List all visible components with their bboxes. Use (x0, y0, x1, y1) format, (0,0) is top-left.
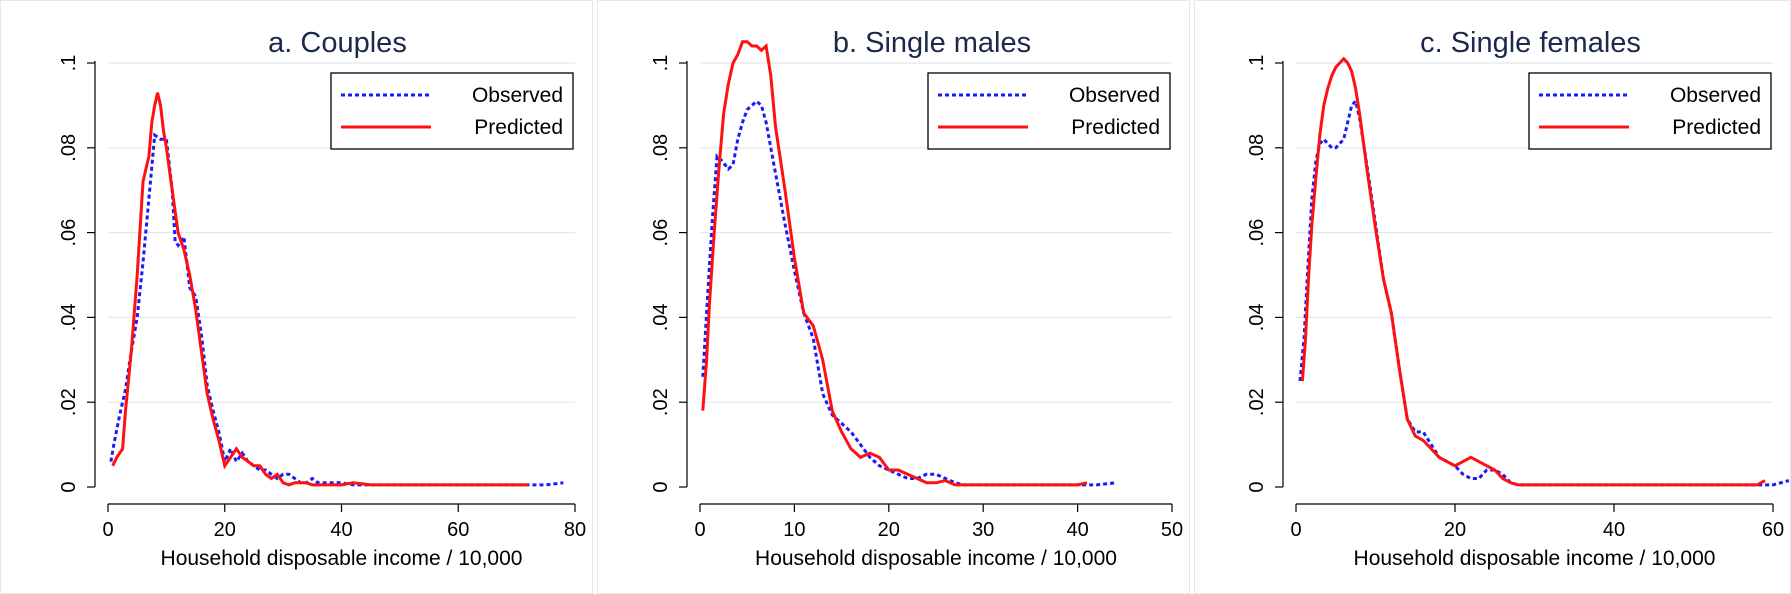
x-axis-title: Household disposable income / 10,000 (1354, 547, 1716, 570)
y-tick-label: .1 (58, 55, 80, 72)
legend-label-observed: Observed (472, 84, 563, 107)
legend-label-predicted: Predicted (474, 116, 563, 139)
legend: Observed Predicted (330, 72, 574, 150)
y-tick-label: .1 (1246, 55, 1268, 72)
y-tick-label: .02 (1246, 388, 1268, 416)
x-tick-label: 0 (102, 519, 113, 541)
chart-panel-single-females: 0 .02 .04 .06 .08 .1 0 20 40 60 Household disposab… (1194, 0, 1791, 594)
x-tick-label: 80 (564, 519, 586, 541)
legend-box (330, 72, 574, 150)
x-tick-label: 20 (1444, 519, 1466, 541)
y-tick-label: .08 (1246, 134, 1268, 162)
chart-panel-single-males: 0 .02 .04 .06 .08 .1 0 10 20 30 40 50 Household disp… (597, 0, 1190, 594)
y-tick-label: 0 (58, 481, 80, 492)
x-tick-label: 30 (972, 519, 994, 541)
y-tick-label: 0 (1246, 481, 1268, 492)
legend-label-predicted: Predicted (1071, 116, 1160, 139)
legend: Observed Predicted (927, 72, 1171, 150)
panel-title: b. Single males (833, 27, 1031, 59)
y-tick-label: .06 (1246, 219, 1268, 247)
y-tick-label: .08 (58, 134, 80, 162)
y-tick-label: .04 (650, 303, 672, 331)
legend-box (1528, 72, 1772, 150)
panel-title: c. Single females (1420, 27, 1641, 59)
chart-panel-couples: 0 .02 .04 .06 .08 .1 0 20 40 60 80 Household dispos… (0, 0, 593, 594)
x-tick-label: 40 (1066, 519, 1088, 541)
y-tick-label: .02 (58, 388, 80, 416)
x-tick-label: 40 (330, 519, 352, 541)
legend: Observed Predicted (1528, 72, 1772, 150)
series-line-observed (701, 99, 1116, 487)
series-line-predicted (701, 40, 1088, 487)
x-axis-title: Household disposable income / 10,000 (755, 547, 1117, 570)
x-tick-label: 10 (783, 519, 805, 541)
x-tick-label: 20 (214, 519, 236, 541)
series-line-predicted (111, 92, 529, 487)
legend-label-predicted: Predicted (1672, 116, 1761, 139)
x-tick-label: 20 (878, 519, 900, 541)
legend-label-observed: Observed (1069, 84, 1160, 107)
y-tick-label: .1 (650, 55, 672, 72)
series-line-observed (109, 132, 564, 487)
x-tick-label: 0 (1290, 519, 1301, 541)
legend-box (927, 72, 1171, 150)
y-tick-label: .04 (1246, 303, 1268, 331)
legend-label-observed: Observed (1670, 84, 1761, 107)
y-tick-label: .08 (650, 134, 672, 162)
x-tick-label: 60 (447, 519, 469, 541)
x-tick-label: 60 (1762, 519, 1784, 541)
panel-title: a. Couples (268, 27, 407, 59)
x-tick-label: 0 (694, 519, 705, 541)
series-line-observed (1298, 98, 1790, 487)
x-axis-title: Household disposable income / 10,000 (161, 547, 523, 570)
y-tick-label: 0 (650, 481, 672, 492)
y-tick-label: .06 (58, 219, 80, 247)
x-tick-label: 50 (1161, 519, 1183, 541)
y-tick-label: .04 (58, 303, 80, 331)
x-tick-label: 40 (1603, 519, 1625, 541)
y-tick-label: .06 (650, 219, 672, 247)
series-line-predicted (1300, 56, 1766, 487)
y-tick-label: .02 (650, 388, 672, 416)
